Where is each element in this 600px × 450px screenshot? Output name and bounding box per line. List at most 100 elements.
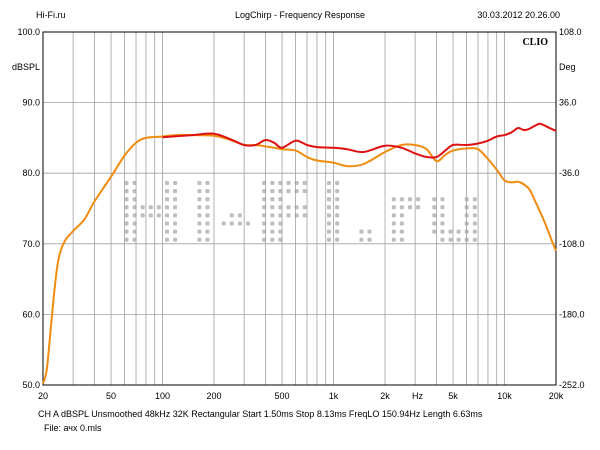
watermark-dot: [132, 213, 137, 218]
watermark-dot: [124, 205, 129, 210]
watermark-dot: [237, 213, 242, 218]
watermark-dot: [286, 213, 291, 218]
watermark-dot: [327, 221, 331, 226]
watermark-dot: [399, 205, 404, 210]
watermark-dot: [408, 205, 412, 210]
series-line-2: [162, 122, 557, 159]
y2-tick-label: -108.0: [559, 239, 585, 249]
watermark-dot: [132, 189, 137, 194]
watermark-dot: [440, 197, 445, 202]
watermark-dot: [432, 197, 437, 202]
watermark-dot: [440, 237, 445, 242]
header-date: 30.03.2012 20.26.00: [477, 10, 560, 20]
watermark-dot: [173, 197, 178, 202]
x-tick-label: 10k: [497, 391, 512, 401]
x-tick-label: 100: [155, 391, 170, 401]
watermark-dot: [205, 229, 210, 234]
chart-title: LogChirp - Frequency Response: [234, 10, 366, 20]
watermark-dot: [302, 181, 307, 185]
x-tick-label: 20: [38, 391, 48, 401]
watermark-dot: [132, 221, 137, 226]
series: [42, 122, 557, 384]
watermark-dot: [165, 197, 169, 202]
watermark-dot: [270, 237, 275, 242]
watermark-dot: [278, 197, 283, 202]
x-tick-label: 1k: [329, 391, 339, 401]
watermark-dot: [165, 181, 169, 185]
file-name: File: ачх 0.mls: [44, 423, 102, 433]
watermark-dot: [221, 221, 226, 226]
watermark-dot: [140, 213, 145, 218]
watermark-dot: [148, 205, 153, 210]
measurement-settings: CH A dBSPL Unsmoothed 48kHz 32K Rectangu…: [38, 409, 483, 419]
y2-tick-label: 108.0: [559, 27, 582, 37]
watermark-dot: [197, 189, 202, 194]
watermark-dot: [440, 229, 445, 234]
y2-tick-label: -36.0: [559, 168, 580, 178]
watermark-dot: [173, 237, 178, 242]
watermark-dot: [270, 221, 275, 226]
watermark-dot: [278, 205, 283, 210]
watermark-dot: [472, 221, 477, 226]
watermark-dot: [229, 221, 234, 226]
watermark-dot: [391, 221, 396, 226]
watermark-dot: [197, 221, 202, 226]
y-axis-label: dBSPL: [12, 62, 40, 72]
watermark-dot: [237, 221, 242, 226]
watermark-dot: [270, 189, 275, 194]
watermark-dot: [156, 213, 161, 218]
watermark-dot: [472, 197, 477, 202]
watermark-dot: [391, 237, 396, 242]
watermark-dot: [165, 229, 169, 234]
watermark-dot: [456, 237, 461, 242]
watermark-dot: [278, 189, 283, 194]
watermark-dot: [359, 229, 364, 234]
watermark-dot: [302, 213, 307, 218]
watermark-dot: [472, 237, 477, 242]
watermark-dot: [132, 237, 137, 242]
x-tick-label: 50: [106, 391, 116, 401]
watermark-dot: [472, 229, 477, 234]
watermark-dot: [132, 197, 137, 202]
watermark-dot: [432, 221, 437, 226]
watermark-dot: [165, 213, 169, 218]
watermark-dot: [197, 205, 202, 210]
watermark-dot: [173, 221, 178, 226]
y2-axis-label: Deg: [559, 62, 576, 72]
watermark-dot: [391, 213, 396, 218]
brand-label: CLIO: [522, 37, 548, 48]
watermark-dot: [197, 237, 202, 242]
y2-tick-label: 36.0: [559, 98, 577, 108]
watermark-dot: [335, 237, 340, 242]
x-tick-label: 5k: [448, 391, 458, 401]
grid: [43, 32, 556, 385]
watermark-dot: [270, 213, 275, 218]
watermark-dot: [229, 213, 234, 218]
watermark-dot: [327, 237, 331, 242]
watermark-dot: [302, 205, 307, 210]
watermark-dot: [205, 205, 210, 210]
watermark-dot: [197, 181, 202, 185]
watermark-dot: [416, 205, 421, 210]
watermark-dot: [335, 213, 340, 218]
watermark-dot: [270, 205, 275, 210]
watermark-dot: [391, 205, 396, 210]
watermark-dot: [432, 205, 437, 210]
watermark-dot: [408, 197, 412, 202]
y-tick-label: 80.0: [22, 168, 40, 178]
watermark-dot: [132, 181, 137, 185]
x-tick-label: 2k: [380, 391, 390, 401]
y2-tick-label: -252.0: [559, 380, 585, 390]
watermark-dot: [173, 213, 178, 218]
watermark-dot: [286, 205, 291, 210]
watermark-dot: [124, 229, 129, 234]
header-left: Hi-Fi.ru: [36, 10, 66, 20]
watermark-dot: [335, 221, 340, 226]
watermark-dot: [173, 181, 178, 185]
watermark-dot: [286, 181, 291, 185]
watermark-dot: [165, 205, 169, 210]
watermark-dot: [472, 205, 477, 210]
y-tick-label: 50.0: [22, 380, 40, 390]
watermark-dot: [278, 229, 283, 234]
watermark-dot: [165, 221, 169, 226]
